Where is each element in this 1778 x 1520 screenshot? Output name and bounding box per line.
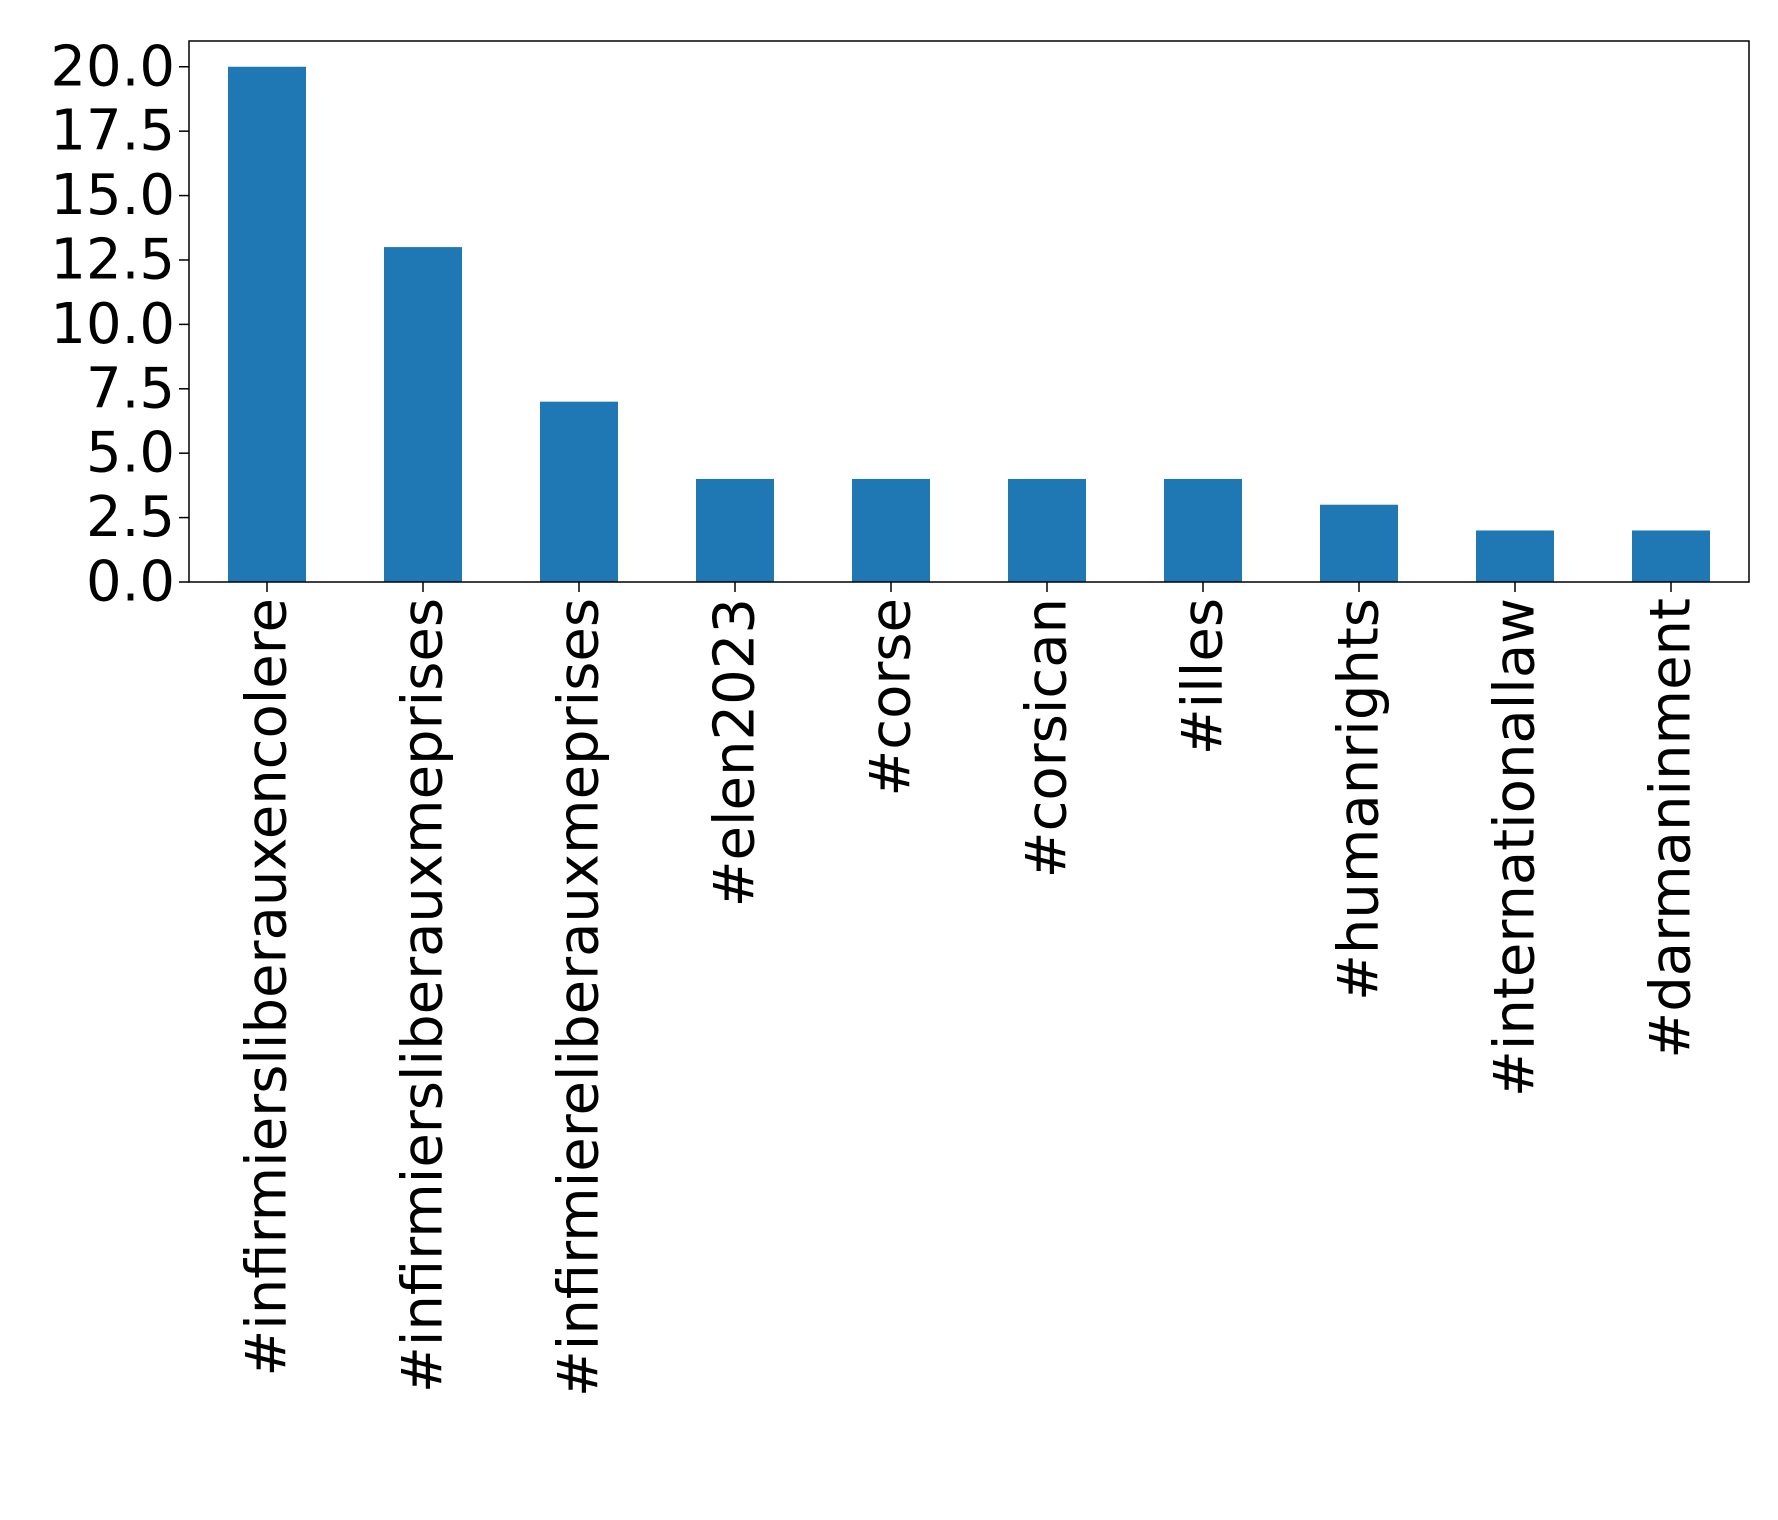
x-tick-label: #infirmiersliberauxencolere bbox=[235, 598, 300, 1377]
y-tick-label: 20.0 bbox=[50, 34, 175, 99]
bar-7 bbox=[1164, 478, 1242, 582]
y-tick-label: 7.5 bbox=[86, 356, 175, 421]
bar-9 bbox=[1476, 530, 1554, 582]
x-tick-label: #darmaninment bbox=[1639, 598, 1704, 1059]
y-tick-label: 10.0 bbox=[50, 292, 175, 357]
x-axis: #infirmiersliberauxencolere #infirmiersli… bbox=[235, 582, 1704, 1397]
x-tick-label: #internationallaw bbox=[1483, 598, 1548, 1097]
x-tick-label: #infirmiersliberauxmeprises bbox=[391, 598, 456, 1393]
y-axis: 0.02.55.07.510.012.515.017.520.0 bbox=[50, 34, 189, 615]
y-tick-label: 0.0 bbox=[86, 550, 175, 615]
y-tick-label: 2.5 bbox=[86, 485, 175, 550]
x-tick-label: #humanrights bbox=[1327, 598, 1392, 1001]
bar-3 bbox=[540, 401, 618, 582]
x-tick-label: #elen2023 bbox=[703, 598, 768, 907]
bar-4 bbox=[696, 478, 774, 582]
y-tick-label: 15.0 bbox=[50, 163, 175, 228]
bar-2 bbox=[384, 247, 462, 582]
x-tick-label: #corsican bbox=[1015, 598, 1080, 878]
plot-frame bbox=[188, 40, 1750, 583]
y-tick-label: 17.5 bbox=[50, 99, 175, 164]
bar-1 bbox=[228, 66, 306, 582]
y-tick-label: 12.5 bbox=[50, 227, 175, 292]
bar-10 bbox=[1632, 530, 1710, 582]
y-tick-label: 5.0 bbox=[86, 421, 175, 486]
x-tick-label: #infirmiereliberauxmeprises bbox=[547, 598, 612, 1397]
bar-5 bbox=[852, 478, 930, 582]
x-tick-label: #corse bbox=[859, 598, 924, 797]
bars-layer bbox=[228, 66, 1710, 582]
x-tick-label: #illes bbox=[1171, 598, 1236, 755]
bar-6 bbox=[1008, 478, 1086, 582]
bar-8 bbox=[1320, 504, 1398, 582]
